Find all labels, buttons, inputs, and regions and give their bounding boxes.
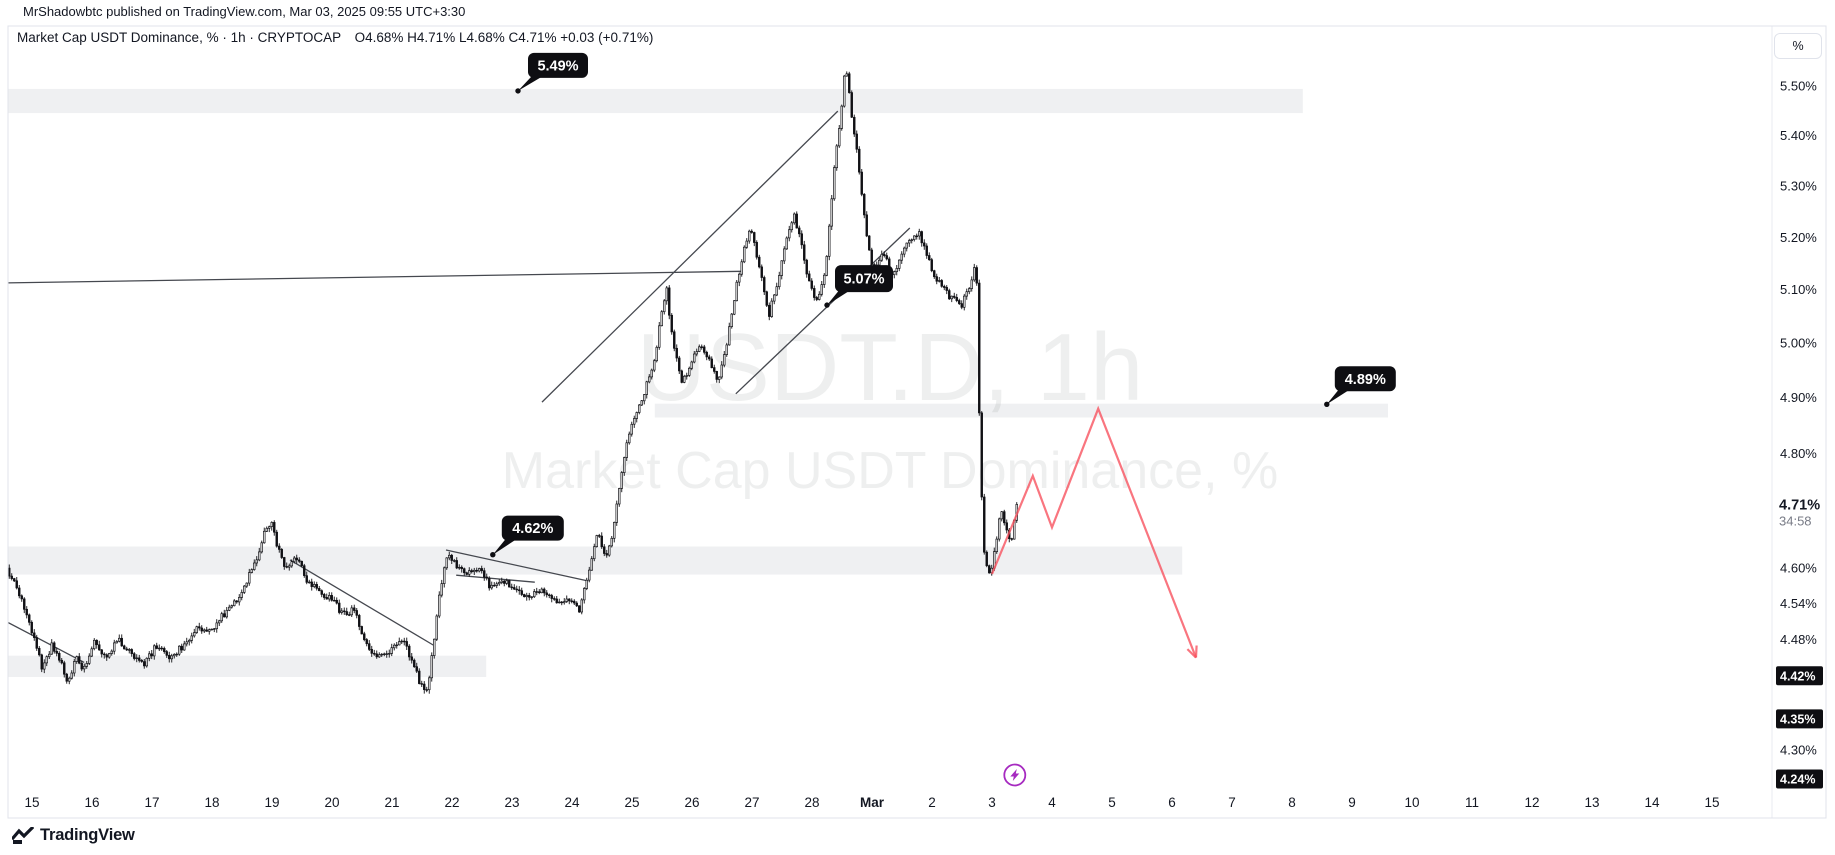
time-tick-label: 11 bbox=[1465, 795, 1479, 810]
price-tick-label: 4.48% bbox=[1780, 632, 1817, 647]
price-tick-label: 5.00% bbox=[1780, 336, 1817, 351]
time-tick-label: 8 bbox=[1288, 795, 1296, 810]
projection-arrowhead bbox=[1194, 645, 1198, 658]
price-tick-label: 4.60% bbox=[1780, 561, 1817, 576]
candles-layer bbox=[8, 71, 1018, 694]
watermark: USDT.D, 1hMarket Cap USDT Dominance, % bbox=[502, 314, 1278, 500]
time-tick-label: 3 bbox=[988, 795, 996, 810]
price-tick-label: 4.80% bbox=[1780, 446, 1817, 461]
time-tick-label: 28 bbox=[804, 795, 819, 810]
time-tick-label: 9 bbox=[1348, 795, 1356, 810]
price-tick-label: 4.90% bbox=[1780, 390, 1817, 405]
time-tick-label: 2 bbox=[928, 795, 936, 810]
attribution-text: MrShadowbtc published on TradingView.com… bbox=[23, 4, 466, 19]
projection-path bbox=[990, 405, 1198, 659]
price-tick-label: 5.40% bbox=[1780, 128, 1817, 143]
time-tick-label: 4 bbox=[1048, 795, 1056, 810]
time-tick-label: 12 bbox=[1524, 795, 1539, 810]
price-tick-label: 5.20% bbox=[1780, 230, 1817, 245]
trendline bbox=[289, 559, 435, 647]
time-tick-label: 23 bbox=[504, 795, 519, 810]
watermark-title: Market Cap USDT Dominance, % bbox=[502, 442, 1278, 500]
time-scale[interactable]: 15 16 17 18 19 20 21 22 23 24 25 26 27 28 Mar 2 3 4 5 6 7 8 9 1… bbox=[24, 795, 1719, 810]
callout-anchor-dot bbox=[824, 302, 830, 308]
price-level-badge bbox=[1776, 709, 1823, 729]
price-level-badge-label: 4.35% bbox=[1780, 712, 1815, 726]
callout-label: 4.62% bbox=[512, 521, 553, 537]
time-tick-label: 16 bbox=[84, 795, 99, 810]
tradingview-logo-text: TradingView bbox=[40, 826, 135, 844]
time-tick-label: 13 bbox=[1584, 795, 1599, 810]
time-tick-label: 27 bbox=[744, 795, 759, 810]
time-tick-label: 10 bbox=[1404, 795, 1419, 810]
price-tick-label: 5.30% bbox=[1780, 178, 1817, 193]
symbol-title: Market Cap USDT Dominance, % · 1h · CRYP… bbox=[17, 30, 341, 45]
price-zone bbox=[8, 88, 1303, 114]
callout-anchor-dot bbox=[490, 552, 496, 558]
price-callout[interactable]: 4.62% bbox=[490, 515, 564, 558]
time-tick-label: 5 bbox=[1108, 795, 1116, 810]
time-tick-label: 25 bbox=[624, 795, 639, 810]
chart-borders bbox=[7, 25, 1827, 819]
time-tick-label: 26 bbox=[684, 795, 699, 810]
callout-label: 4.89% bbox=[1345, 372, 1386, 388]
price-callout[interactable]: 5.07% bbox=[824, 265, 893, 308]
time-tick-label: 17 bbox=[144, 795, 159, 810]
current-price-label: 4.71% bbox=[1779, 497, 1820, 513]
trendline bbox=[445, 549, 589, 582]
callout-label: 5.49% bbox=[537, 58, 578, 74]
trendline bbox=[8, 270, 742, 284]
time-tick-label: 22 bbox=[444, 795, 459, 810]
time-tick-label: Mar bbox=[860, 795, 885, 810]
price-tick-label: 5.10% bbox=[1780, 282, 1817, 297]
time-tick-label: 14 bbox=[1644, 795, 1660, 810]
callout-label: 5.07% bbox=[843, 272, 884, 288]
callout-anchor-dot bbox=[515, 88, 521, 94]
time-tick-label: 24 bbox=[564, 795, 580, 810]
trendline bbox=[541, 110, 839, 403]
callout-anchor-dot bbox=[1324, 401, 1330, 407]
chart-plot-area[interactable] bbox=[8, 26, 1772, 790]
price-scale-unit-button[interactable]: % bbox=[1774, 33, 1822, 59]
bar-countdown: 34:58 bbox=[1779, 513, 1812, 528]
price-zone bbox=[654, 403, 1388, 418]
time-tick-label: 18 bbox=[204, 795, 219, 810]
price-callout[interactable]: 5.49% bbox=[515, 52, 588, 94]
time-tick-label: 21 bbox=[384, 795, 399, 810]
price-level-badge-label: 4.24% bbox=[1780, 773, 1815, 787]
time-tick-label: 20 bbox=[324, 795, 339, 810]
price-scale[interactable]: 5.50% 5.40% 5.30% 5.20% 5.10% 5.00% 4.90% 4.80%… bbox=[1776, 79, 1823, 789]
time-tick-label: 19 bbox=[264, 795, 279, 810]
price-tick-label: 5.50% bbox=[1780, 79, 1817, 94]
tradingview-logo-icon bbox=[12, 826, 34, 844]
price-tick-label: 4.30% bbox=[1780, 743, 1817, 758]
ohlc-values: O4.68% H4.71% L4.68% C4.71% +0.03 (+0.71… bbox=[354, 30, 654, 45]
time-tick-label: 7 bbox=[1228, 795, 1236, 810]
time-tick-label: 15 bbox=[24, 795, 39, 810]
projection-arrowhead bbox=[1186, 648, 1197, 659]
symbol-header: Market Cap USDT Dominance, % · 1h · CRYP… bbox=[17, 30, 653, 45]
time-tick-label: 6 bbox=[1168, 795, 1176, 810]
trendline bbox=[8, 621, 85, 663]
price-callout[interactable]: 4.89% bbox=[1324, 366, 1396, 407]
trendlines-layer bbox=[8, 110, 911, 663]
price-tick-label: 4.54% bbox=[1780, 596, 1817, 611]
price-level-badge bbox=[1776, 666, 1823, 686]
time-tick-label: 15 bbox=[1704, 795, 1719, 810]
price-level-badge bbox=[1776, 769, 1823, 789]
event-marker-lightning[interactable] bbox=[1003, 763, 1027, 787]
tradingview-logo[interactable]: TradingView bbox=[12, 826, 135, 845]
price-level-badge-label: 4.42% bbox=[1780, 669, 1815, 683]
price-zone bbox=[8, 655, 487, 677]
